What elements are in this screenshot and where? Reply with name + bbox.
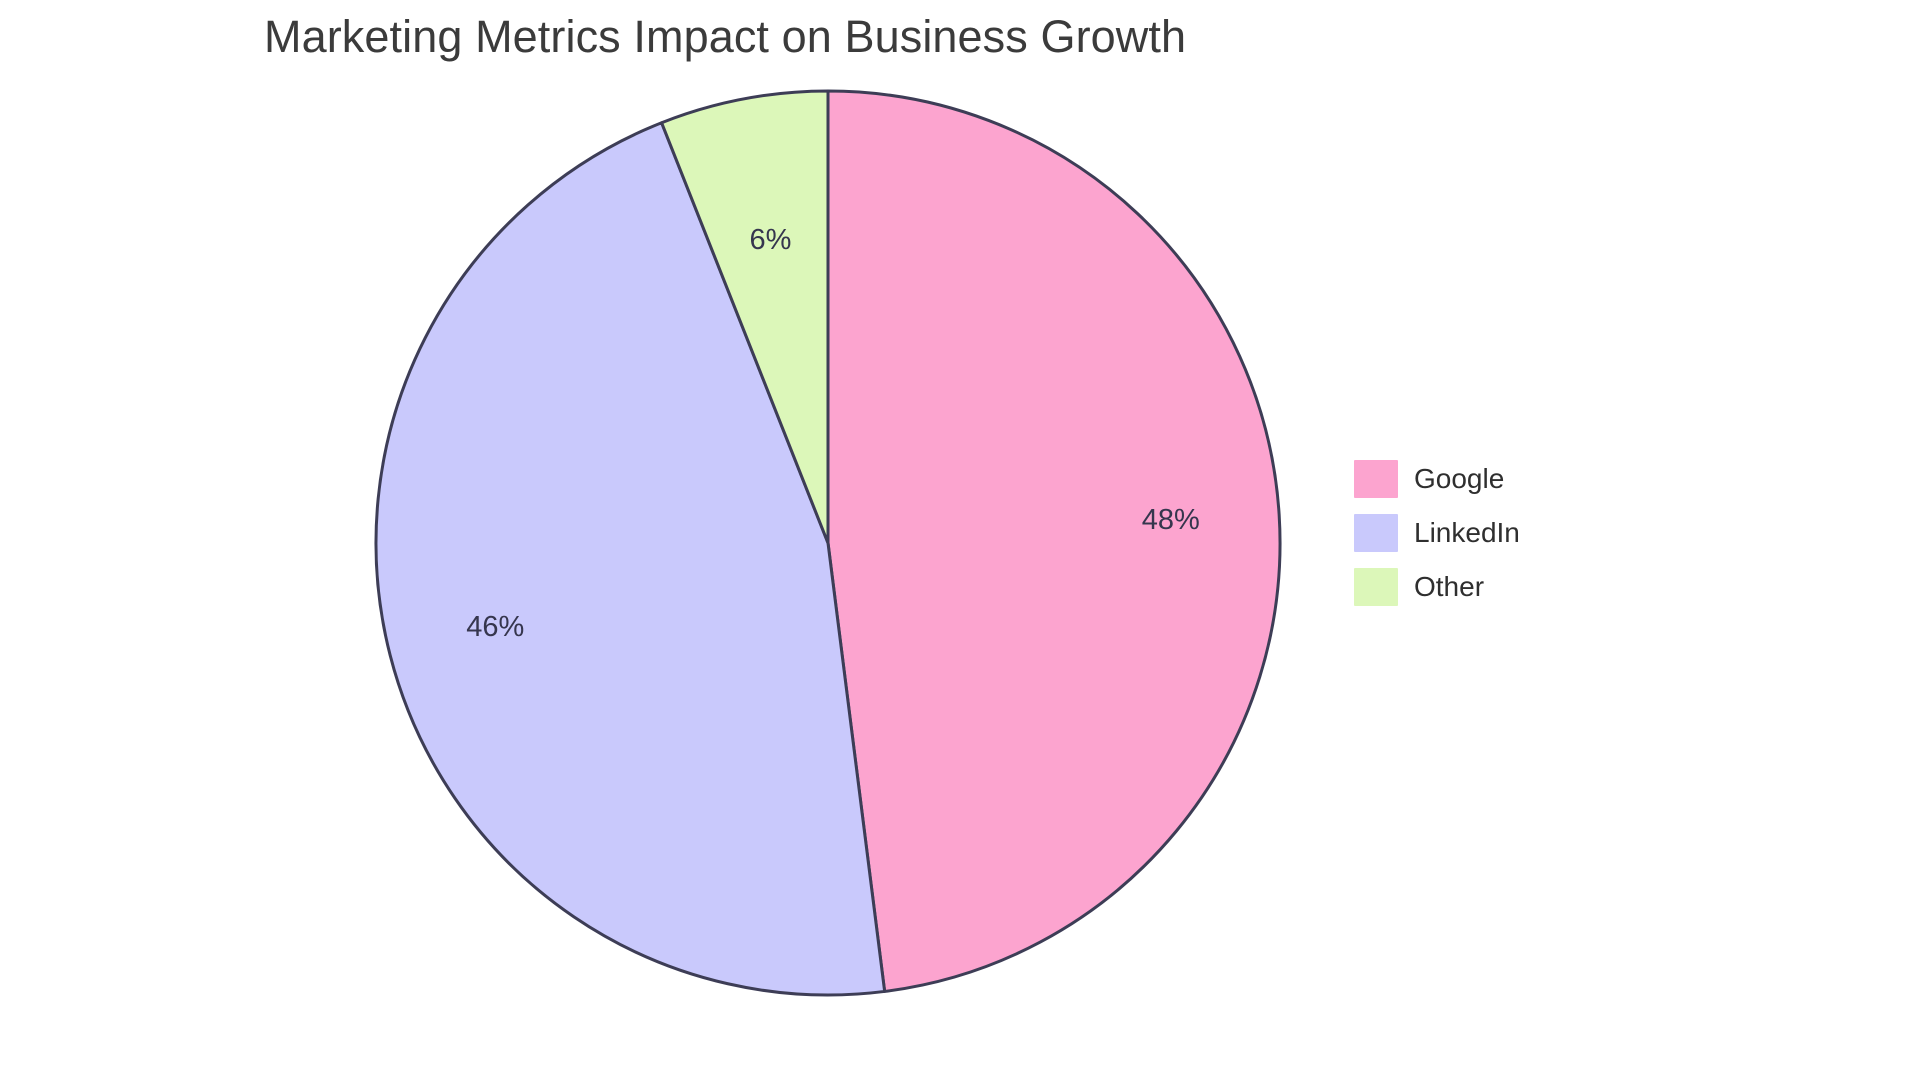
pie-slice-label-linkedin: 46% — [466, 611, 524, 643]
pie-slice-group — [374, 89, 1282, 997]
chart-legend: Google LinkedIn Other — [1354, 452, 1520, 614]
legend-swatch-google — [1354, 460, 1398, 498]
legend-item-google[interactable]: Google — [1354, 452, 1520, 506]
pie-slice-label-group: 48% 46% 6% — [466, 224, 1200, 643]
legend-swatch-linkedin — [1354, 514, 1398, 552]
pie-slice-linkedin[interactable] — [374, 121, 887, 997]
pie-slice-label-other: 6% — [749, 224, 791, 256]
legend-item-other[interactable]: Other — [1354, 560, 1520, 614]
legend-item-linkedin[interactable]: LinkedIn — [1354, 506, 1520, 560]
pie-slice-label-google: 48% — [1142, 504, 1200, 536]
legend-label-linkedin: LinkedIn — [1414, 517, 1520, 548]
legend-label-google: Google — [1414, 463, 1505, 494]
chart-title: Marketing Metrics Impact on Business Gro… — [264, 11, 1187, 62]
legend-label-other: Other — [1414, 571, 1485, 602]
pie-slice-other[interactable] — [660, 89, 830, 545]
pie-slice-google[interactable] — [826, 89, 1282, 993]
legend-swatch-other — [1354, 568, 1398, 606]
